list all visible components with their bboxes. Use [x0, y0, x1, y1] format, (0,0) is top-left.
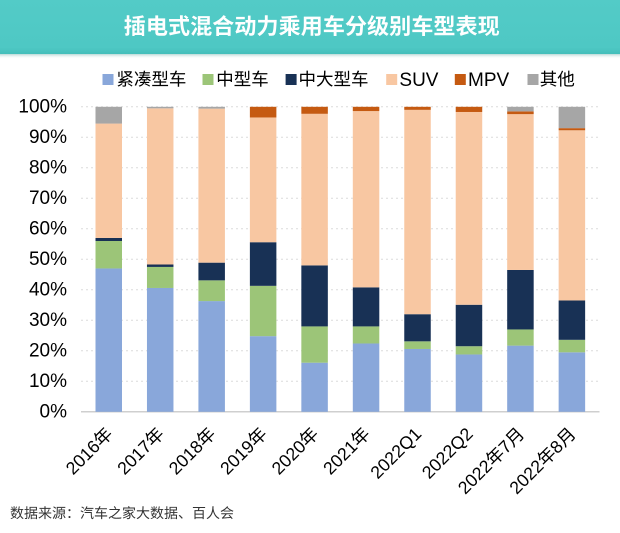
svg-text:40%: 40% — [29, 280, 67, 301]
svg-text:30%: 30% — [29, 310, 67, 331]
svg-text:20%: 20% — [29, 341, 67, 362]
svg-text:80%: 80% — [29, 158, 67, 179]
svg-text:100%: 100% — [18, 97, 67, 118]
svg-text:MPV: MPV — [468, 70, 510, 91]
svg-text:10%: 10% — [29, 371, 67, 392]
svg-text:60%: 60% — [29, 219, 67, 240]
svg-text:SUV: SUV — [399, 70, 438, 91]
svg-text:90%: 90% — [29, 127, 67, 148]
svg-text:0%: 0% — [40, 402, 68, 423]
svg-text:70%: 70% — [29, 188, 67, 209]
svg-text:50%: 50% — [29, 249, 67, 270]
